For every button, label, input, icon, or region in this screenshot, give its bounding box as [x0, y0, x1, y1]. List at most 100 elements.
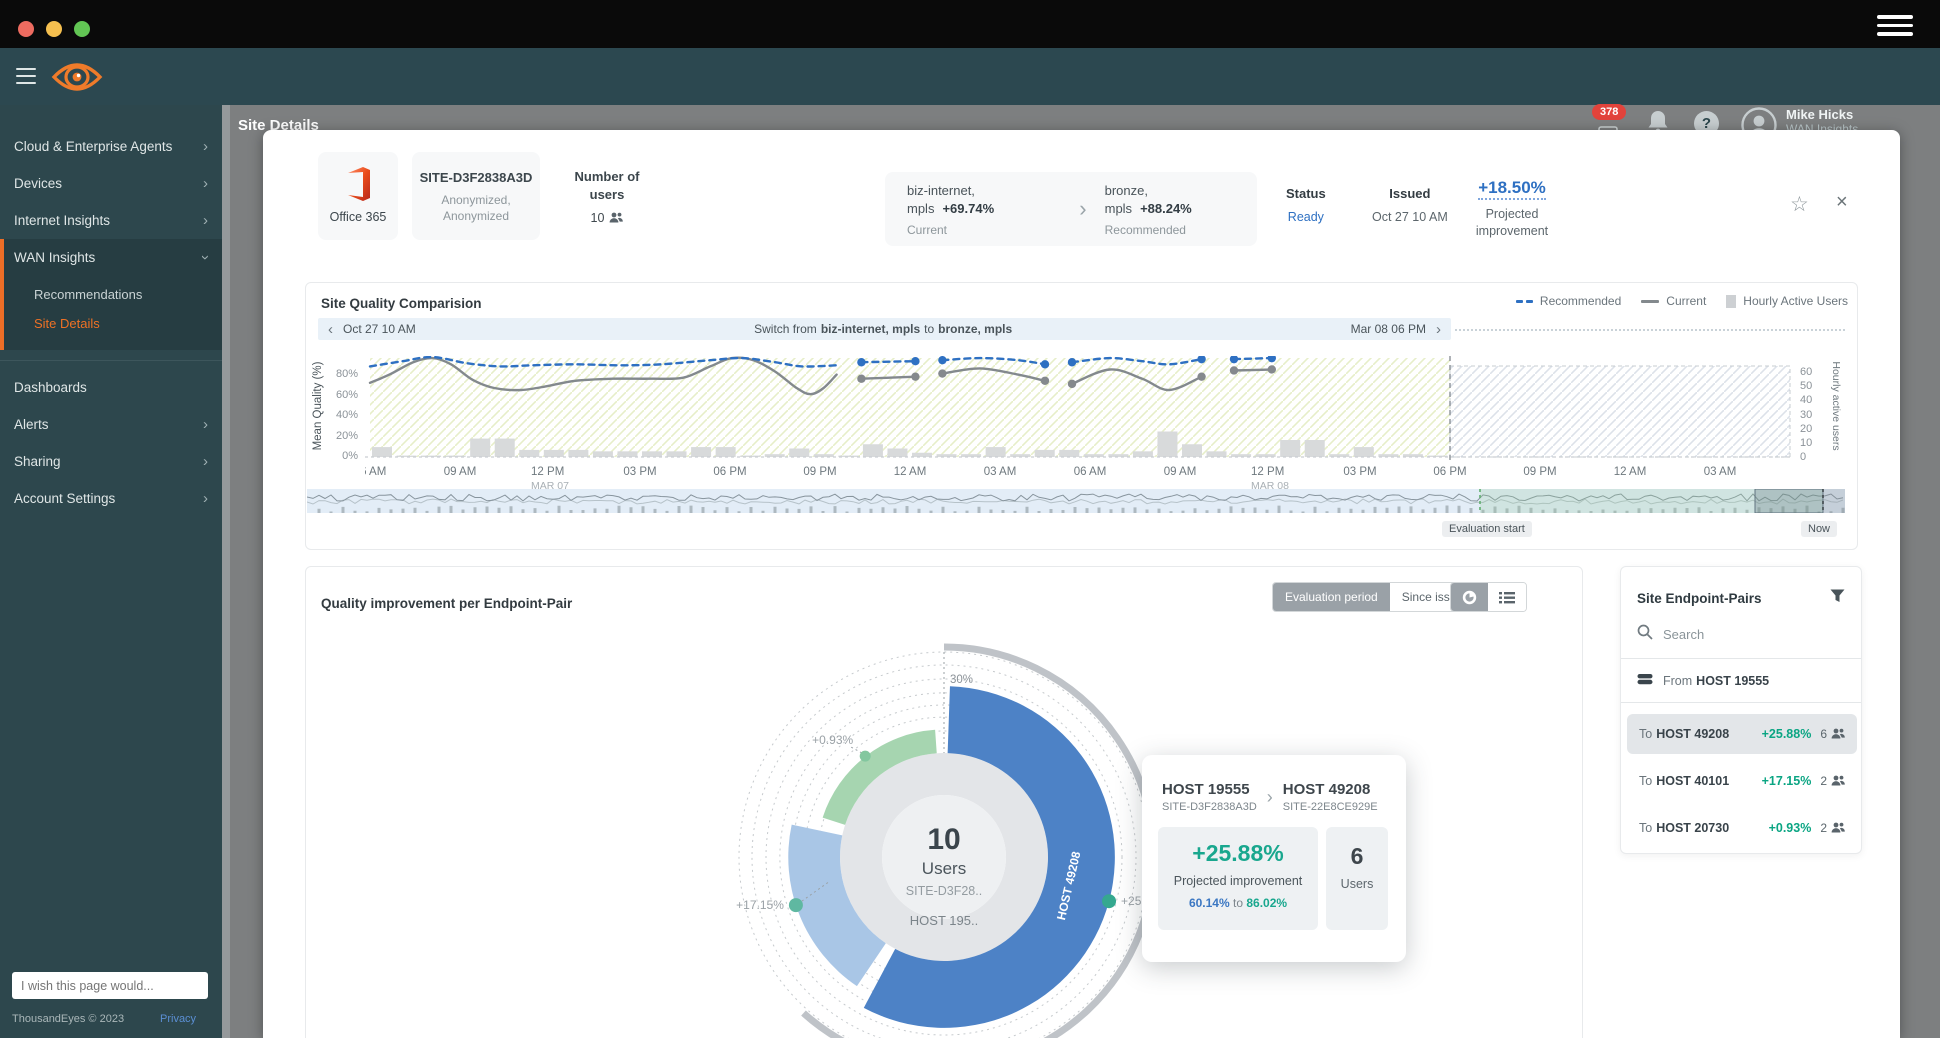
range-start: Oct 27 10 AM — [343, 322, 416, 336]
app-tile[interactable]: Office 365 — [318, 152, 398, 240]
improvement-block: +18.50% Projected improvement — [1452, 178, 1572, 240]
x-tick: 12 AM — [894, 466, 927, 478]
toggle-evaluation-period[interactable]: Evaluation period — [1273, 583, 1390, 611]
donut-view-button[interactable] — [1451, 583, 1488, 611]
sidebar-item-alerts[interactable]: Alerts› — [0, 406, 222, 443]
recommended-delta: +88.24% — [1140, 201, 1192, 216]
feedback-input[interactable] — [12, 972, 208, 999]
chevron-right-icon: › — [203, 212, 208, 229]
dashed-line-icon — [1516, 300, 1533, 303]
endpoint-row-host-20730[interactable]: ToHOST 20730 +0.93% 2 — [1627, 808, 1857, 848]
legend-hourly-active-users[interactable]: Hourly Active Users — [1726, 294, 1848, 308]
tooltip-improvement: +25.88% — [1158, 840, 1318, 867]
chevron-right-icon: › — [203, 416, 208, 433]
sidebar-item-cloud-enterprise-agents[interactable]: Cloud & Enterprise Agents› — [0, 128, 222, 165]
close-icon[interactable]: × — [1836, 191, 1848, 214]
app-name: Office 365 — [318, 210, 398, 224]
x-tick: 03 AM — [984, 466, 1017, 478]
users-icon — [1831, 821, 1845, 835]
solid-line-icon — [1641, 300, 1659, 303]
tooltip-quality-range: 60.14% to 86.02% — [1158, 896, 1318, 910]
x-tick: 03 PM — [623, 466, 656, 478]
x-tick: 09 AM — [1164, 466, 1197, 478]
site-tile[interactable]: SITE-D3F2838A3D Anonymized, Anonymized — [412, 152, 540, 240]
y2-tick: 30 — [1800, 409, 1812, 421]
x-tick: 03 AM — [1704, 466, 1737, 478]
alerts-count-badge[interactable]: 378 — [1592, 104, 1626, 120]
list-icon — [1499, 591, 1515, 604]
sidebar-item-devices[interactable]: Devices› — [0, 165, 222, 202]
endpoint-row-host-40101[interactable]: ToHOST 40101 +17.15% 2 — [1627, 761, 1857, 801]
tooltip-site-b: SITE-22E8CE929E — [1283, 801, 1378, 813]
current-path-block: biz-internet, mpls+69.74% Current — [907, 182, 1061, 237]
window-zoom-button[interactable] — [74, 21, 90, 37]
chevron-right-icon: › — [203, 453, 208, 470]
privacy-link[interactable]: Privacy — [160, 1013, 196, 1025]
sidebar-item-account-settings[interactable]: Account Settings› — [0, 480, 222, 517]
issued-value: Oct 27 10 AM — [1372, 210, 1448, 224]
window-menu-icon[interactable] — [1877, 15, 1913, 41]
legend-recommended[interactable]: Recommended — [1516, 294, 1621, 308]
radial-improvement-chart[interactable]: 0%8%15%22%30%HOST 49208+25.88..+17.15%+0… — [713, 625, 1175, 1038]
from-host-row: FromHOST 19555 — [1621, 659, 1861, 703]
recommended-label: Recommended — [1105, 223, 1235, 237]
range-end: Mar 08 06 PM — [1351, 322, 1426, 336]
users-icon — [1831, 727, 1845, 741]
quality-chart-plot[interactable] — [365, 356, 1795, 464]
projected-improvement-value[interactable]: +18.50% — [1478, 178, 1546, 200]
sidebar-item-dashboards[interactable]: Dashboards — [0, 369, 222, 406]
window-minimize-button[interactable] — [46, 21, 62, 37]
range-next-icon[interactable]: › — [1436, 321, 1441, 338]
svg-text:HOST 195..: HOST 195.. — [910, 913, 978, 928]
sidebar-item-recommendations[interactable]: Recommendations — [4, 280, 222, 309]
x-tick: 06 PM — [1433, 466, 1466, 478]
svg-text:Users: Users — [922, 859, 966, 878]
x-tick: 09 PM — [1523, 466, 1556, 478]
window-titlebar — [0, 0, 1940, 48]
status-label: Status — [1286, 186, 1326, 201]
sidebar-item-wan-insights[interactable]: WAN Insights› — [4, 239, 222, 276]
y-tick: 0% — [342, 450, 358, 462]
y-tick: 80% — [336, 368, 358, 380]
favorite-star-icon[interactable]: ☆ — [1790, 192, 1809, 217]
sidebar-item-site-details[interactable]: Site Details — [4, 309, 222, 338]
x-tick: 09 AM — [444, 466, 477, 478]
range-prev-icon[interactable]: ‹ — [328, 321, 333, 338]
timeline-overview-strip[interactable] — [307, 489, 1845, 513]
users-block: Number of users 10 — [556, 168, 658, 225]
pair-tooltip: HOST 19555 SITE-D3F2838A3D › HOST 49208 … — [1142, 755, 1406, 962]
endpoint-row-host-49208[interactable]: ToHOST 49208 +25.88% 6 — [1627, 714, 1857, 754]
sidebar-item-sharing[interactable]: Sharing› — [0, 443, 222, 480]
filter-funnel-icon[interactable] — [1830, 589, 1845, 608]
thousandeyes-logo-icon[interactable] — [50, 57, 104, 102]
status-value: Ready — [1286, 210, 1326, 224]
window-close-button[interactable] — [18, 21, 34, 37]
tooltip-site-a: SITE-D3F2838A3D — [1162, 801, 1257, 813]
x-tick: 06 PM — [713, 466, 746, 478]
sidebar-item-internet-insights[interactable]: Internet Insights› — [0, 202, 222, 239]
chart-legend: Recommended Current Hourly Active Users — [1480, 294, 1848, 308]
user-name[interactable]: Mike Hicks — [1786, 107, 1858, 122]
svg-text:+17.15%: +17.15% — [736, 898, 784, 912]
tooltip-host-a: HOST 19555 — [1162, 781, 1257, 798]
y2-tick: 60 — [1800, 366, 1812, 378]
y2-tick: 20 — [1800, 423, 1812, 435]
svg-text:30%: 30% — [950, 674, 973, 686]
site-subtitle: Anonymized, Anonymized — [430, 192, 522, 224]
y-tick: 40% — [336, 409, 358, 421]
path-comparison-tile: biz-internet, mpls+69.74% Current › bron… — [885, 172, 1257, 246]
y2-tick: 10 — [1800, 437, 1812, 449]
legend-current[interactable]: Current — [1641, 294, 1706, 308]
donut-chart-icon — [1462, 590, 1477, 605]
tooltip-users-tile: 6 Users — [1326, 827, 1388, 930]
x-tick: 03 PM — [1343, 466, 1376, 478]
issued-label: Issued — [1372, 186, 1448, 201]
sidebar-scrollbar[interactable] — [222, 105, 230, 1038]
list-view-button[interactable] — [1488, 583, 1526, 611]
search-input[interactable] — [1663, 627, 1813, 642]
status-block: Status Ready — [1286, 186, 1326, 224]
nav-menu-icon[interactable] — [16, 68, 36, 88]
copyright-text: ThousandEyes © 2023 — [12, 1013, 124, 1025]
sidebar: Cloud & Enterprise Agents› Devices› Inte… — [0, 105, 222, 1038]
issued-block: Issued Oct 27 10 AM — [1372, 186, 1448, 224]
